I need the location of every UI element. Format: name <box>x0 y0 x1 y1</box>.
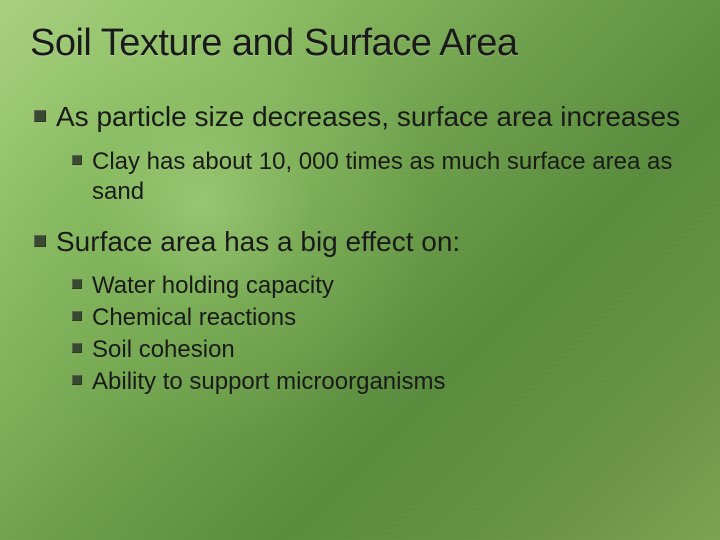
list-item: Water holding capacity <box>72 271 690 301</box>
bullet-text: Water holding capacity <box>92 271 334 301</box>
bullet-text: Soil cohesion <box>92 335 235 365</box>
list-item: Chemical reactions <box>72 303 690 333</box>
square-bullet-icon <box>72 343 82 353</box>
bullet-text: As particle size decreases, surface area… <box>56 100 680 134</box>
bullet-text: Chemical reactions <box>92 303 296 333</box>
square-bullet-icon <box>72 375 82 385</box>
bullet-list-lvl2: Water holding capacity Chemical reaction… <box>34 271 690 397</box>
list-item: As particle size decreases, surface area… <box>34 100 690 208</box>
bullet-text: Clay has about 10, 000 times as much sur… <box>92 147 690 207</box>
square-bullet-icon <box>72 311 82 321</box>
bullet-list-lvl1: As particle size decreases, surface area… <box>34 100 690 397</box>
square-bullet-icon <box>72 279 82 289</box>
list-item: Ability to support microorganisms <box>72 367 690 397</box>
slide: Soil Texture and Surface Area As particl… <box>0 0 720 540</box>
square-bullet-icon <box>34 110 46 122</box>
slide-title: Soil Texture and Surface Area <box>30 22 690 66</box>
list-item: Soil cohesion <box>72 335 690 365</box>
bullet-text: Ability to support microorganisms <box>92 367 445 397</box>
list-item: Clay has about 10, 000 times as much sur… <box>72 147 690 207</box>
bullet-text: Surface area has a big effect on: <box>56 225 460 259</box>
slide-content: As particle size decreases, surface area… <box>30 100 690 397</box>
square-bullet-icon <box>72 155 82 165</box>
square-bullet-icon <box>34 235 46 247</box>
list-item: Surface area has a big effect on: Water … <box>34 225 690 397</box>
bullet-list-lvl2: Clay has about 10, 000 times as much sur… <box>34 147 690 207</box>
